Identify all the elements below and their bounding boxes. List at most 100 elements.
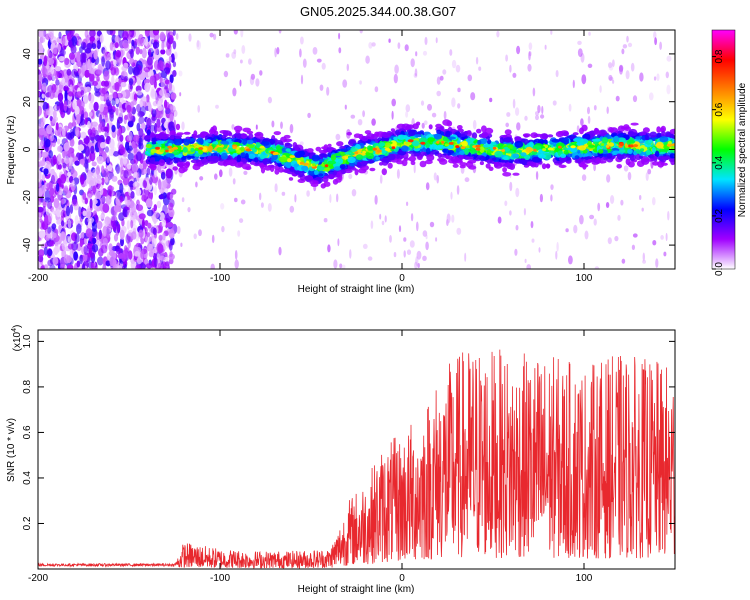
heatmap-cell: [409, 240, 415, 248]
heatmap-cell: [86, 43, 93, 50]
heatmap-cell: [149, 132, 156, 138]
heatmap-cell: [56, 145, 63, 153]
heatmap-cell: [101, 56, 105, 67]
heatmap-cell: [579, 127, 584, 135]
heatmap-cell: [41, 173, 46, 182]
heatmap-cell: [84, 117, 89, 125]
heatmap-cell: [96, 220, 103, 230]
heatmap-cell: [39, 99, 44, 107]
heatmap-cell: [150, 91, 158, 100]
heatmap-hotspot: [671, 143, 675, 147]
heatmap-cell: [58, 31, 62, 39]
heatmap-cell: [45, 138, 51, 148]
heatmap-cell: [176, 145, 182, 152]
heatmap-cell: [332, 178, 339, 185]
heatmap-cell: [248, 58, 252, 65]
heatmap-cell: [135, 151, 142, 162]
snr-y-label: SNR (10 * v/v): [6, 418, 17, 482]
heatmap-cell: [655, 258, 659, 268]
colorbar-tick-label: 0.2: [714, 209, 725, 223]
heatmap-cell: [157, 133, 163, 140]
heatmap-cell: [38, 211, 42, 218]
heatmap-cell: [209, 32, 214, 38]
snr-y-multiplier: (x104): [11, 325, 23, 352]
heatmap-cell: [234, 250, 238, 260]
heatmap-cell: [172, 40, 177, 50]
heatmap-cell: [70, 45, 77, 54]
heatmap-hotspot: [441, 140, 445, 144]
heatmap-cell: [528, 42, 533, 51]
heatmap-cell: [259, 192, 262, 201]
heatmap-cell: [374, 131, 380, 137]
heatmap-cell: [60, 174, 67, 184]
heatmap-cell: [62, 162, 67, 169]
heatmap-cell: [451, 214, 455, 223]
heatmap-cell: [436, 90, 442, 97]
heatmap-cell: [313, 170, 319, 175]
heatmap-cell: [80, 52, 86, 63]
heatmap-cell: [165, 48, 172, 56]
heatmap-cell: [515, 187, 520, 198]
heatmap-cell: [479, 161, 484, 166]
heatmap-cell: [149, 75, 155, 86]
heatmap-cell: [620, 154, 627, 159]
heatmap-cell: [178, 166, 186, 174]
heatmap-cell: [445, 130, 451, 138]
heatmap-cell: [606, 106, 609, 114]
heatmap-cell: [422, 50, 428, 56]
heatmap-cell: [610, 195, 615, 204]
heatmap-cell: [54, 66, 62, 72]
heatmap-cell: [228, 167, 233, 177]
snr-x-tick-label: 100: [576, 573, 593, 584]
heatmap-cell: [598, 149, 604, 154]
heatmap-cell: [71, 198, 78, 207]
heatmap-cell: [169, 74, 174, 84]
heatmap-cell: [254, 133, 261, 137]
heatmap-cell: [289, 123, 294, 134]
heatmap-cell: [67, 152, 73, 158]
heatmap-cell: [142, 59, 147, 65]
heatmap-cell: [193, 233, 197, 240]
heatmap-cell: [153, 247, 158, 254]
heatmap-cell: [220, 203, 225, 210]
heatmap-cell: [620, 126, 626, 130]
heatmap-cell: [297, 150, 306, 157]
heatmap-cell: [406, 124, 415, 130]
heatmap-cell: [103, 80, 110, 87]
heatmap-cell: [439, 158, 448, 165]
heatmap-cell: [450, 156, 460, 163]
heatmap-cell: [465, 156, 474, 160]
heatmap-cell: [241, 138, 248, 145]
heatmap-cell: [39, 249, 45, 255]
heatmap-cell: [164, 92, 171, 98]
heatmap-cell: [130, 231, 137, 240]
heatmap-cell: [506, 112, 511, 117]
heatmap-cell: [57, 126, 64, 138]
heatmap-cell: [505, 122, 510, 128]
heatmap-cell: [156, 253, 161, 262]
heatmap-cell: [606, 153, 613, 159]
heatmap-hotspot: [165, 149, 169, 153]
heatmap-cell: [316, 58, 322, 63]
heatmap-cell: [656, 126, 661, 133]
heatmap-cell: [199, 156, 205, 160]
heatmap-cell: [175, 123, 181, 131]
heatmap-cell: [158, 234, 163, 241]
heatmap-cell: [365, 55, 370, 64]
heatmap-cell: [555, 70, 559, 78]
heatmap-cell: [128, 78, 134, 86]
heatmap-cell: [128, 250, 133, 260]
heatmap-cell: [255, 78, 260, 87]
heatmap-cell: [144, 135, 151, 140]
spectrogram-y-tick-label: 40: [22, 48, 33, 60]
heatmap-cell: [176, 226, 181, 234]
heatmap-cell: [38, 105, 43, 116]
heatmap-cell: [172, 109, 178, 117]
heatmap-hotspot: [558, 145, 562, 149]
heatmap-cell: [104, 146, 109, 153]
heatmap-cell: [84, 145, 90, 157]
heatmap-cell: [247, 153, 256, 159]
heatmap-cell: [164, 79, 170, 85]
heatmap-cell: [357, 119, 363, 126]
heatmap-cell: [165, 101, 170, 111]
